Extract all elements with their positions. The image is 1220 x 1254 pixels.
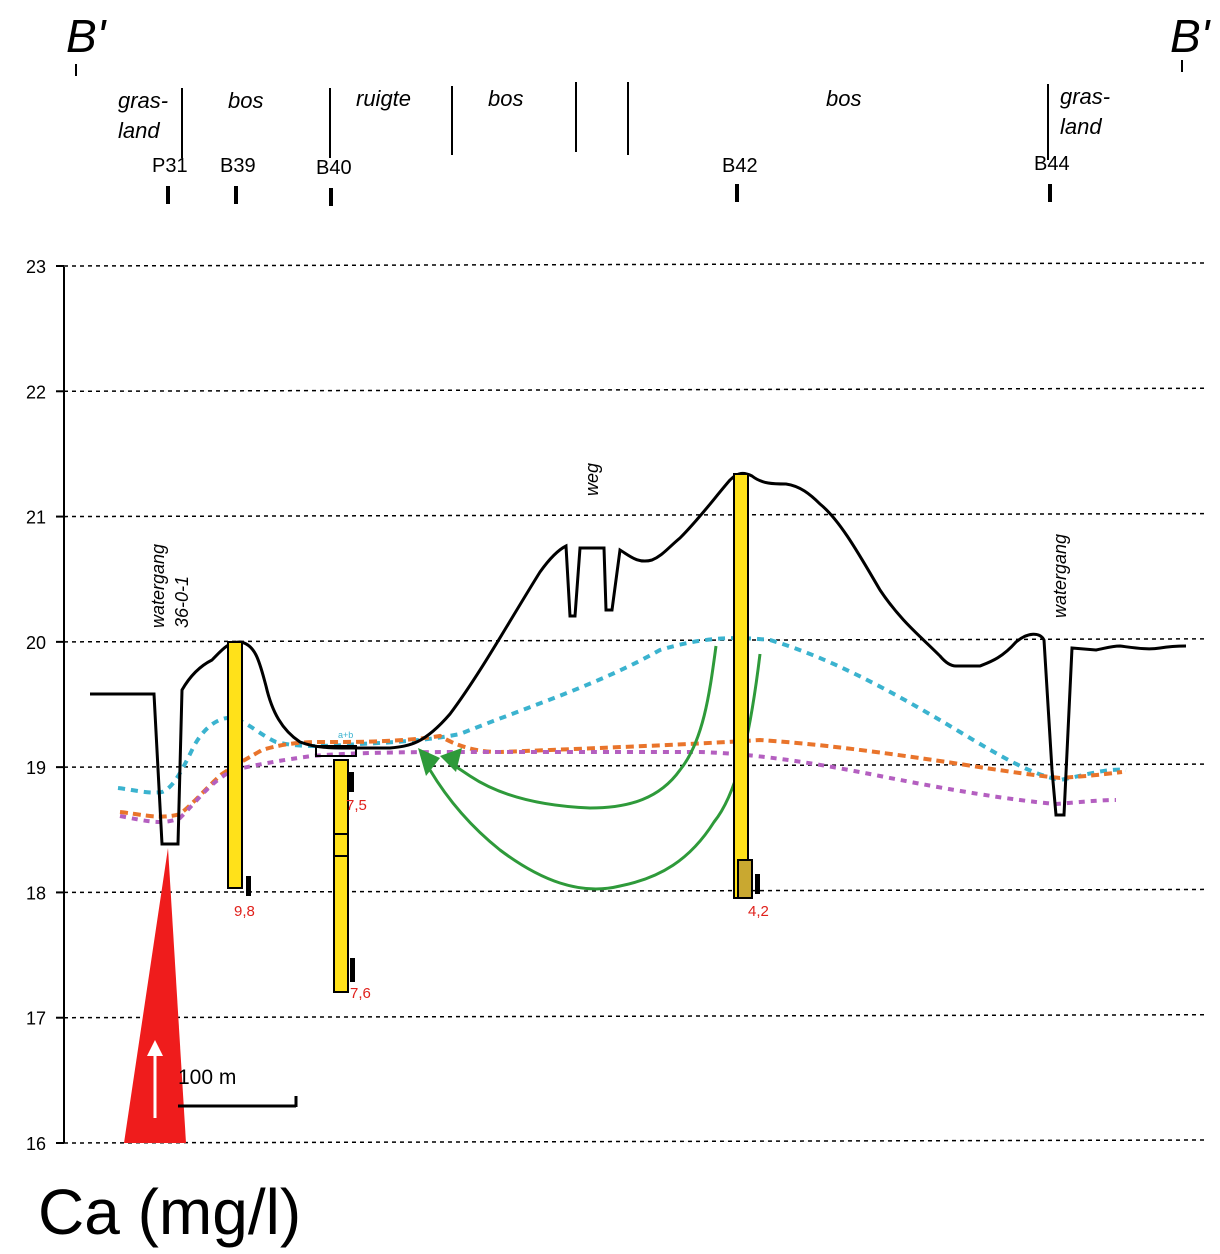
gridline-16 bbox=[63, 1139, 1205, 1144]
gridline-21 bbox=[63, 512, 1205, 518]
landuse-bos-3: bos bbox=[826, 86, 861, 111]
y-tick-label-17: 17 bbox=[26, 1009, 46, 1029]
section-label-left: B' bbox=[66, 10, 108, 62]
ca-value-b42: 4,2 bbox=[748, 903, 769, 920]
section-label-right: B' bbox=[1170, 10, 1212, 62]
well-label-b42: B42 bbox=[722, 155, 758, 177]
head-line-blue bbox=[117, 636, 1127, 795]
well-label-b44: B44 bbox=[1034, 153, 1070, 175]
ditch-source-marker bbox=[124, 848, 186, 1143]
flow-path-inner bbox=[451, 645, 718, 810]
y-tick-label-21: 21 bbox=[26, 508, 46, 528]
y-tick-label-20: 20 bbox=[26, 633, 46, 653]
upward-arrow-head bbox=[147, 1040, 163, 1056]
filter-marker-b40-bottom bbox=[350, 958, 355, 982]
y-tick-label-18: 18 bbox=[26, 883, 46, 903]
label-ab: a+b bbox=[338, 730, 353, 740]
ca-value-b40-bottom: 7,6 bbox=[350, 985, 371, 1002]
filter-marker-b40-top bbox=[349, 772, 354, 792]
chart-caption: Ca (mg/l) bbox=[38, 1176, 301, 1248]
watergang-right-label: watergang bbox=[1050, 534, 1070, 618]
landuse-grasland-right-1: gras- bbox=[1060, 84, 1110, 109]
y-tick-label-16: 16 bbox=[26, 1134, 46, 1154]
watergang-left-label: watergang bbox=[148, 544, 168, 628]
filter-marker-b42 bbox=[755, 874, 760, 894]
ca-value-b39: 9,8 bbox=[234, 903, 255, 920]
well-label-p31: P31 bbox=[152, 155, 188, 177]
ground-surface bbox=[90, 471, 1187, 846]
well-screen-b40 bbox=[333, 759, 349, 993]
well-screen-b42 bbox=[733, 473, 749, 899]
well-label-b40: B40 bbox=[316, 157, 352, 179]
ca-value-b40-top: 7,5 bbox=[346, 797, 367, 814]
gridline-17 bbox=[63, 1013, 1205, 1019]
head-line-purple bbox=[119, 750, 1117, 824]
gridline-19 bbox=[63, 763, 1205, 768]
watergang-left-id: 36-0-1 bbox=[172, 576, 192, 628]
filter-marker-b39 bbox=[246, 876, 251, 896]
landuse-grasland-left-2: land bbox=[118, 118, 160, 143]
landuse-grasland-right-2: land bbox=[1060, 114, 1102, 139]
ditch-box-b40 bbox=[315, 745, 357, 757]
y-tick-label-19: 19 bbox=[26, 758, 46, 778]
gridline-20 bbox=[63, 638, 1205, 643]
gridline-18 bbox=[63, 888, 1205, 894]
y-tick-labels: 16 17 18 19 20 21 22 23 bbox=[26, 257, 46, 1154]
well-screen-b42-bottom bbox=[737, 859, 753, 899]
landuse-bos-2: bos bbox=[488, 86, 523, 111]
landuse-grasland-left-1: gras- bbox=[118, 88, 168, 113]
well-ticks bbox=[166, 184, 1052, 206]
y-tick-label-22: 22 bbox=[26, 382, 46, 402]
landuse-bos-1: bos bbox=[228, 88, 263, 113]
scale-bar-label: 100 m bbox=[178, 1066, 236, 1089]
landuse-ruigte: ruigte bbox=[356, 86, 411, 111]
gridline-23 bbox=[63, 262, 1205, 267]
flow-arrow-outer-head bbox=[418, 748, 440, 776]
well-screen-b39 bbox=[227, 641, 243, 889]
head-line-orange bbox=[119, 733, 1123, 819]
gridlines bbox=[56, 262, 1205, 1144]
gridline-22 bbox=[63, 387, 1205, 393]
flow-arrow-inner-head bbox=[440, 748, 462, 772]
y-tick-label-23: 23 bbox=[26, 257, 46, 277]
weg-label: weg bbox=[582, 463, 602, 496]
land-use-dividers bbox=[181, 82, 1049, 160]
well-label-b39: B39 bbox=[220, 155, 256, 177]
